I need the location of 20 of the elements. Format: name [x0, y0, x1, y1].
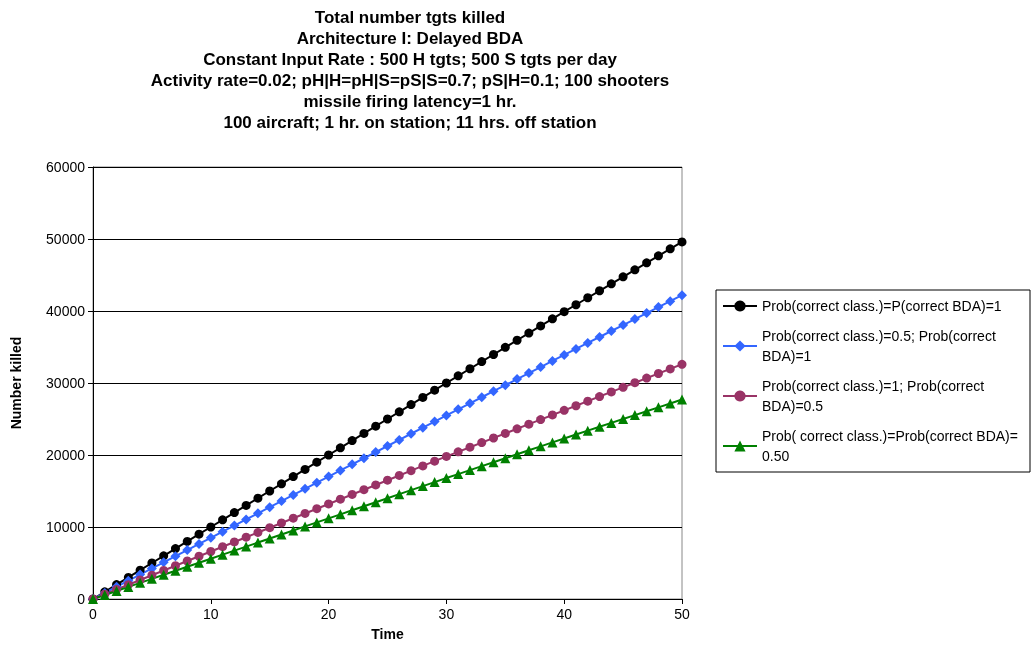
y-tick-label: 30000 [46, 375, 86, 391]
legend-label: Prob(correct class.)=0.5; Prob(correct BDA)=1 [762, 328, 1000, 364]
legend-label: Prob(correct class.)=P(correct BDA)=1 [762, 298, 1002, 314]
y-tick-label: 40000 [46, 303, 86, 319]
x-tick-label: 50 [674, 606, 690, 622]
legend-label: Prob( correct class.)=Prob(correct BDA)= 0.50 [762, 428, 1022, 464]
y-tick-label: 0 [77, 591, 86, 607]
y-tick-label: 60000 [46, 159, 86, 175]
x-tick-label: 30 [438, 606, 455, 622]
y-tick-label: 20000 [46, 447, 86, 463]
x-tick-label: 0 [89, 606, 98, 622]
y-tick-label: 10000 [46, 519, 86, 535]
legend-label: Prob(correct class.)=1; Prob(correct BDA)=0.5 [762, 378, 989, 414]
x-tick-label: 10 [203, 606, 219, 622]
chart-title: Total number tgts killed Architecture I: Delayed BDA Constant Input Rate : 500 H tgts; 500 S tgts per day Activity rate=0.02; pH|H=pH|S=pS|S=0.7; pS|H=0.1; 100 shooters missile firing latency=1 hr. 100 aircraft; 1 hr. on station; 11 hrs. off station [150, 8, 670, 132]
y-tick-label: 50000 [46, 231, 86, 247]
x-tick-label: 20 [320, 606, 337, 622]
x-axis-title: Time [371, 626, 404, 642]
x-tick-label: 40 [556, 606, 573, 622]
y-axis-title: Number killed [8, 336, 24, 430]
